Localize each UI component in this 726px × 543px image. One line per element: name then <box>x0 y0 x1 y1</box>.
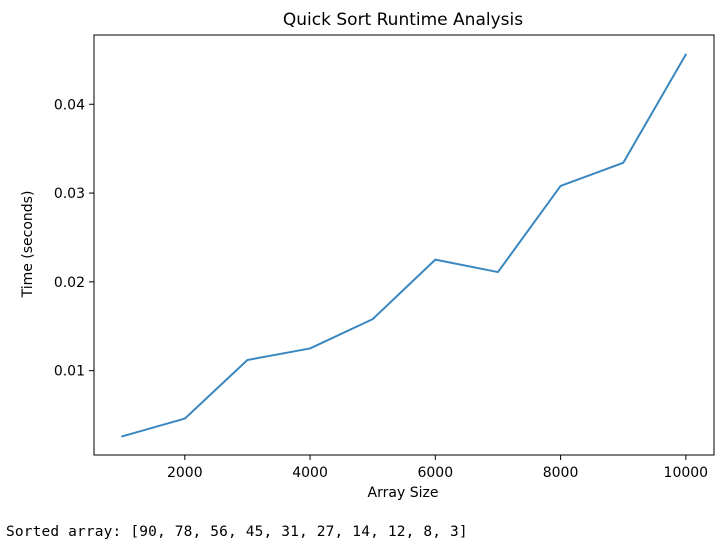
y-tick-label: 0.03 <box>54 186 85 202</box>
x-tick-label: 8000 <box>543 465 579 481</box>
plot-frame <box>93 34 715 456</box>
console-output-text: Sorted array: [90, 78, 56, 45, 31, 27, 1… <box>6 524 468 540</box>
x-tick-label: 10000 <box>664 465 709 481</box>
x-tick-label: 4000 <box>292 465 328 481</box>
x-axis-label: Array Size <box>368 485 439 501</box>
plot-area: 2000 4000 6000 8000 10000 0.01 0.02 0.03 0.04 <box>54 34 715 481</box>
series-line-0 <box>121 53 687 438</box>
line-chart: Quick Sort Runtime Analysis 2000 4000 6000… <box>0 0 726 515</box>
figure-background <box>0 0 726 515</box>
x-tick-label: 6000 <box>417 465 453 481</box>
y-tick-label: 0.01 <box>54 364 85 380</box>
y-axis-label: Time (seconds) <box>20 191 36 299</box>
chart-figure: Quick Sort Runtime Analysis 2000 4000 6000… <box>0 0 726 515</box>
x-tick-label: 2000 <box>167 465 203 481</box>
chart-title: Quick Sort Runtime Analysis <box>283 10 523 30</box>
y-tick-label: 0.02 <box>54 275 85 291</box>
y-tick-label: 0.04 <box>54 97 85 113</box>
